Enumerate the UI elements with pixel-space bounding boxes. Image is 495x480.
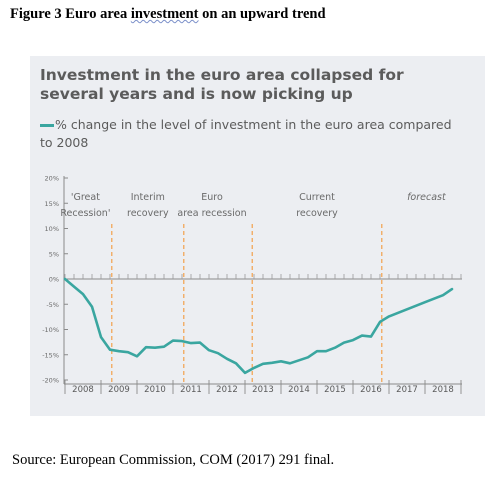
phase-label: Interim recovery	[127, 192, 169, 219]
chart-panel	[30, 56, 485, 416]
y-tick-label: -10%	[42, 326, 59, 334]
figure-caption: Figure 3 Euro area investment on an upwa…	[10, 6, 326, 23]
x-tick-label: 2009	[108, 385, 130, 395]
phase-label: 'Great Recession'	[60, 192, 110, 219]
source-note: Source: European Commission, COM (2017) …	[12, 452, 335, 468]
y-tick-label: 10%	[45, 225, 59, 233]
y-tick-label: 15%	[45, 200, 59, 208]
y-tick-label: -15%	[42, 351, 59, 359]
x-tick-label: 2013	[252, 385, 274, 395]
caption-prefix: Figure 3 Euro area	[10, 6, 131, 22]
x-tick-label: 2012	[216, 385, 238, 395]
x-tick-label: 2011	[180, 385, 202, 395]
x-tick-label: 2017	[396, 385, 418, 395]
y-tick-label: 20%	[45, 175, 59, 183]
x-tick-label: 2014	[288, 385, 310, 395]
phase-label: Euro area recession	[177, 192, 246, 219]
caption-suffix: on an upward trend	[198, 6, 326, 22]
legend-swatch	[40, 124, 54, 127]
x-tick-label: 2008	[72, 385, 94, 395]
series-line-investment	[63, 277, 454, 375]
legend-label: % change in the level of investment in t…	[40, 117, 452, 150]
phase-label: forecast	[407, 192, 447, 203]
x-tick-label: 2018	[432, 385, 454, 395]
y-tick-label: 0%	[49, 276, 59, 284]
x-tick-label: 2010	[144, 385, 166, 395]
x-tick-label: 2016	[360, 385, 382, 395]
x-tick-label: 2015	[324, 385, 346, 395]
y-tick-label: -20%	[42, 377, 59, 385]
chart-title: Investment in the euro area collapsed fo…	[40, 66, 404, 103]
legend: % change in the level of investment in t…	[40, 116, 460, 152]
caption-underlined-word: investment	[130, 6, 199, 22]
y-tick-label: -5%	[46, 301, 59, 309]
y-tick-label: 5%	[49, 250, 59, 258]
phase-label: Current recovery	[296, 192, 338, 219]
